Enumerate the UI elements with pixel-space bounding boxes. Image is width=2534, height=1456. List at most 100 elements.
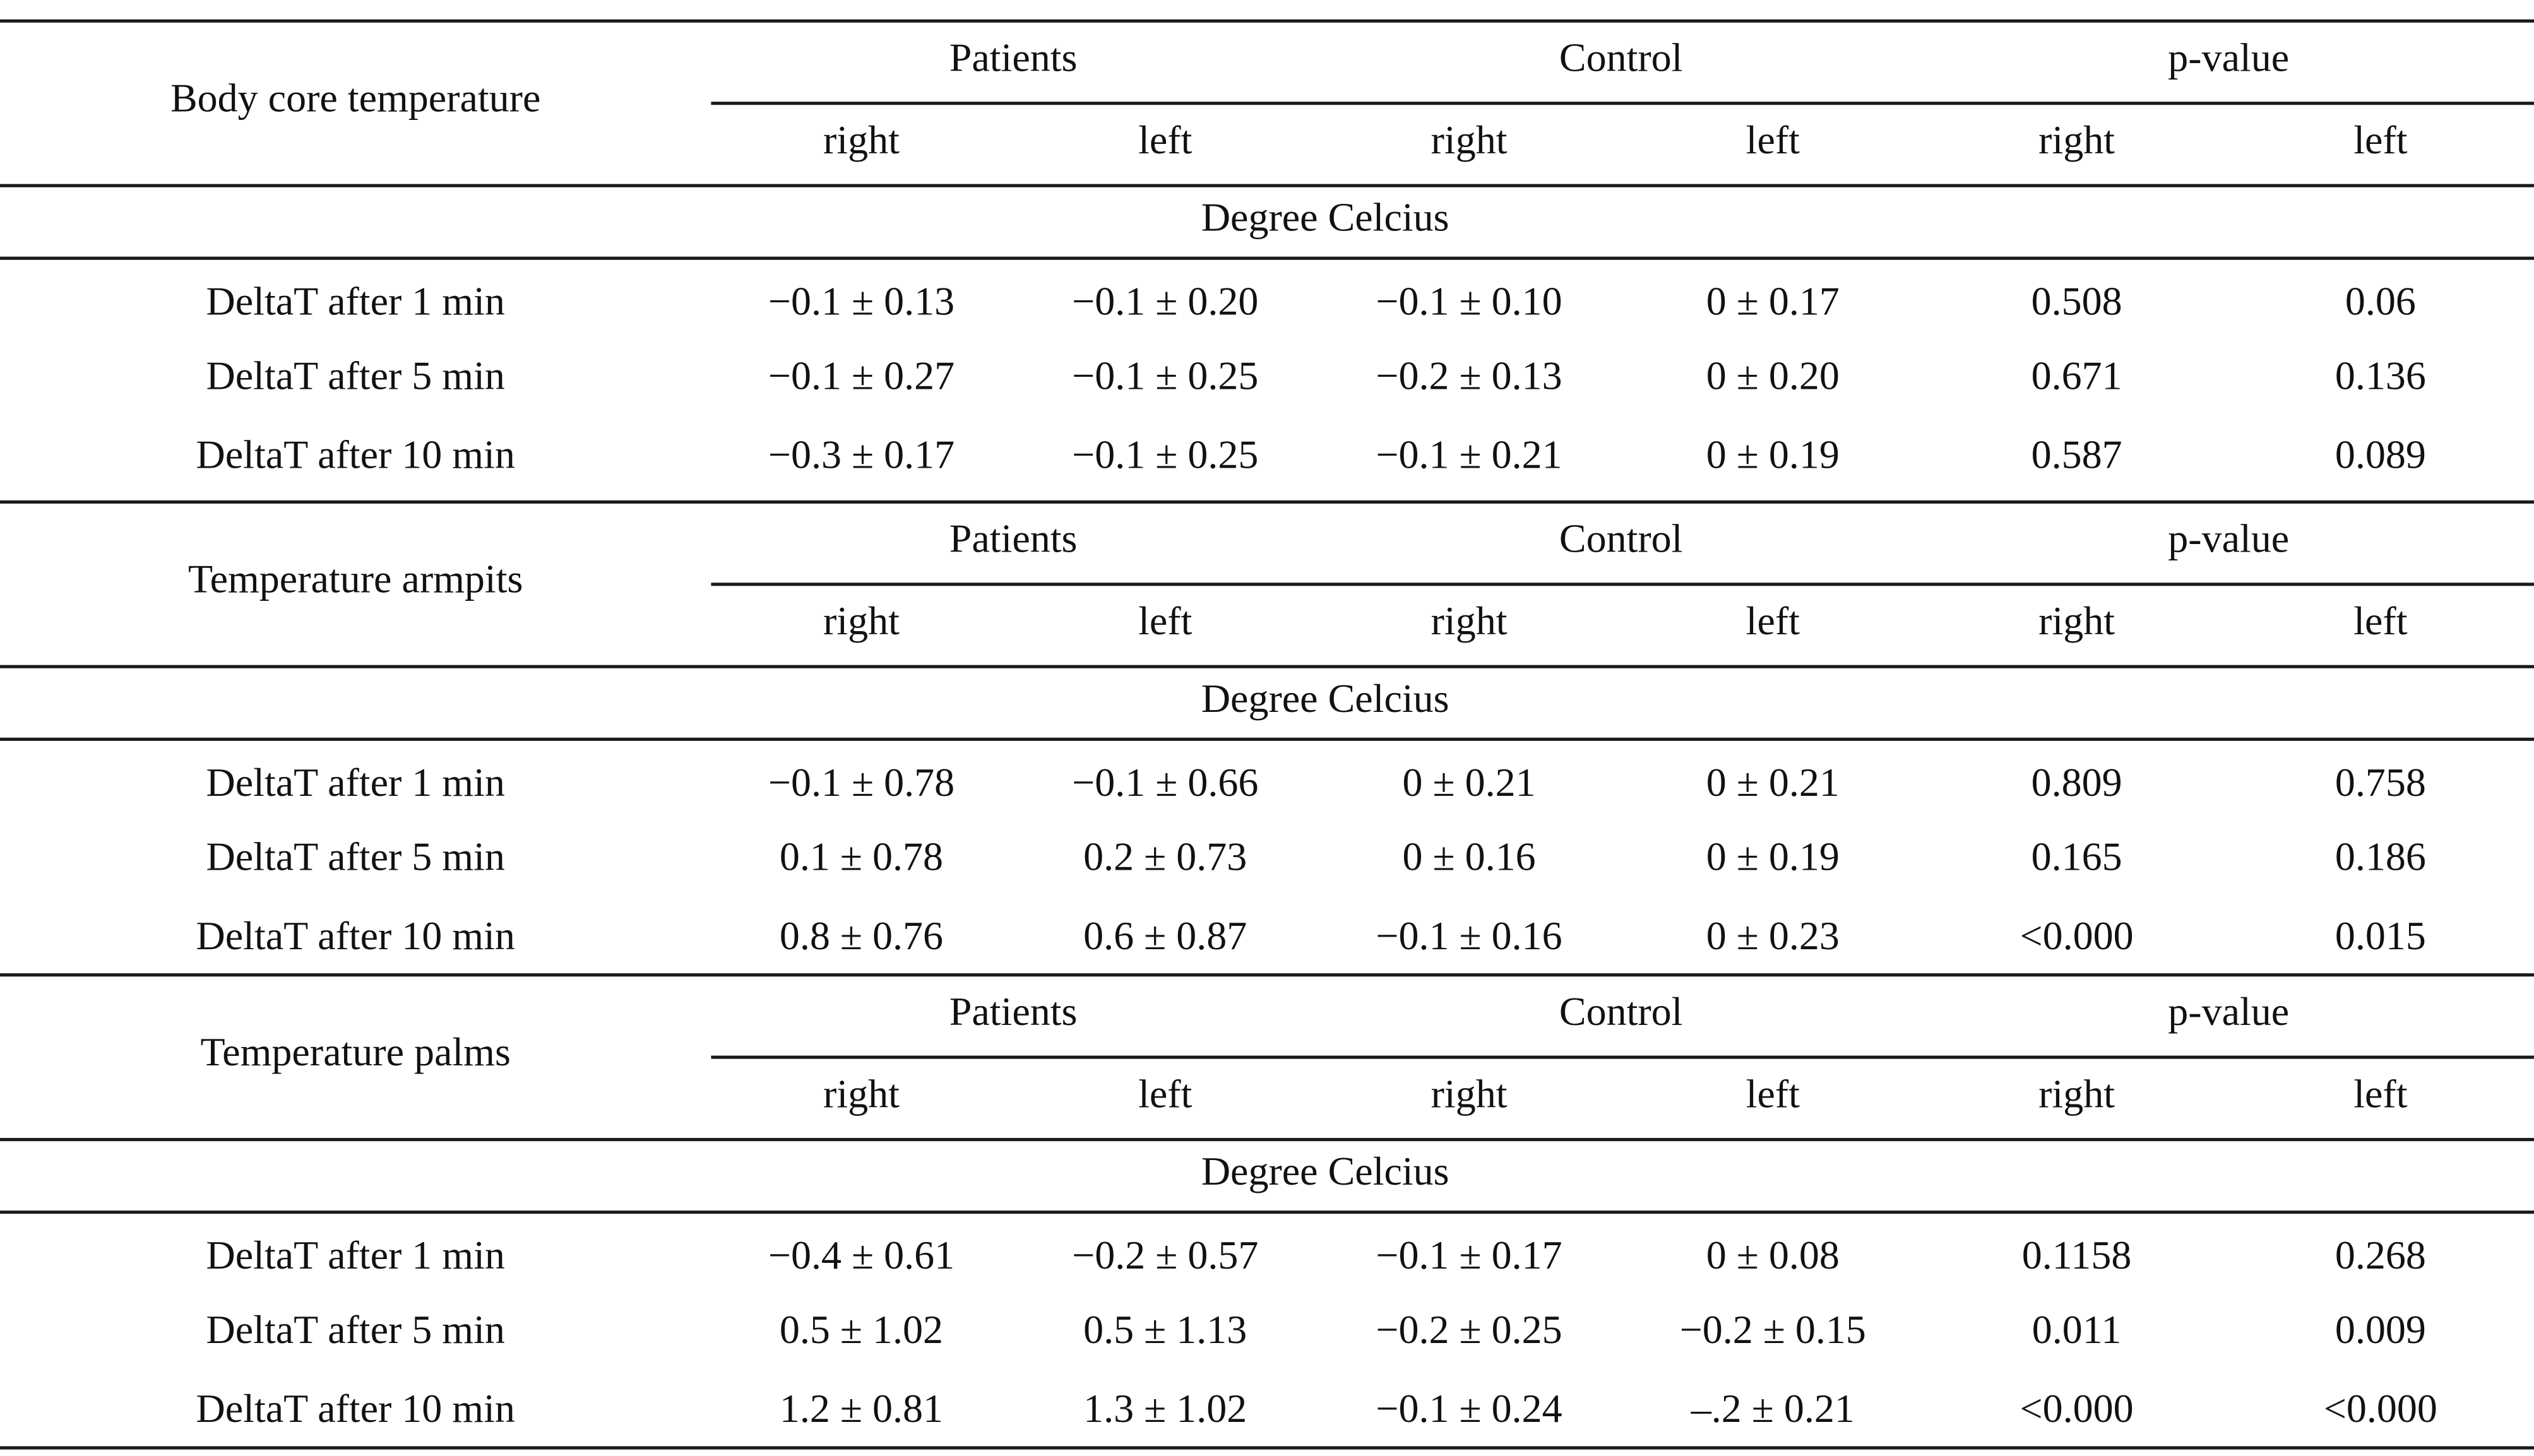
row-label: DeltaT after 10 min xyxy=(196,915,515,959)
column-group-header-control: Control xyxy=(1559,37,1683,81)
table-cell-control-right: 0 ± 0.16 xyxy=(1402,836,1536,880)
table-bottom-rule xyxy=(0,1446,2534,1450)
table-cell-patients-right: 0.1 ± 0.78 xyxy=(779,836,944,880)
row-label: DeltaT after 10 min xyxy=(196,434,515,478)
table-cell-patients-left: 0.2 ± 0.73 xyxy=(1083,836,1247,880)
column-subheader-control-left: left xyxy=(1746,1073,1800,1117)
table-cell-patients-right: −0.4 ± 0.61 xyxy=(768,1234,955,1279)
table-cell-p-value-left: 0.268 xyxy=(2335,1234,2426,1279)
table-cell-control-right: −0.2 ± 0.13 xyxy=(1376,355,1562,399)
table-cell-p-value-right: <0.000 xyxy=(2019,1388,2134,1432)
header-bottom-rule xyxy=(0,184,2534,187)
table-cell-p-value-right: 0.508 xyxy=(2031,281,2122,325)
header-bottom-rule xyxy=(0,665,2534,668)
row-label: DeltaT after 1 min xyxy=(206,281,505,325)
table-cell-p-value-right: 0.809 xyxy=(2031,762,2122,806)
column-subheader-control-right: right xyxy=(1431,1073,1508,1117)
row-label: DeltaT after 5 min xyxy=(206,355,505,399)
table-cell-p-value-left: <0.000 xyxy=(2323,1388,2437,1432)
table-cell-p-value-left: 0.015 xyxy=(2335,915,2426,959)
table-cell-p-value-right: <0.000 xyxy=(2019,915,2134,959)
unit-label: Degree Celcius xyxy=(1201,197,1449,241)
section-title: Body core temperature xyxy=(170,77,541,121)
table-cell-patients-left: −0.1 ± 0.25 xyxy=(1072,355,1259,399)
unit-bottom-rule xyxy=(0,737,2534,741)
column-subheader-control-left: left xyxy=(1746,119,1800,163)
table-cell-p-value-left: 0.009 xyxy=(2335,1309,2426,1353)
table-cell-p-value-right: 0.011 xyxy=(2031,1309,2122,1353)
table-cell-p-value-left: 0.089 xyxy=(2335,434,2426,478)
column-subheader-control-left: left xyxy=(1746,600,1800,644)
table-cell-patients-left: 0.5 ± 1.13 xyxy=(1083,1309,1247,1353)
table-cell-control-right: −0.1 ± 0.21 xyxy=(1376,434,1562,478)
column-group-header-p-value: p-value xyxy=(2168,518,2290,562)
column-subheader-p-value-left: left xyxy=(2353,600,2408,644)
column-subheader-p-value-right: right xyxy=(2038,600,2115,644)
row-label: DeltaT after 1 min xyxy=(206,762,505,806)
table-cell-control-left: 0 ± 0.19 xyxy=(1706,434,1840,478)
column-group-header-p-value: p-value xyxy=(2168,37,2290,81)
group-underline-rule xyxy=(711,1055,2534,1059)
table-cell-p-value-right: 0.587 xyxy=(2031,434,2122,478)
table-cell-patients-left: 0.6 ± 0.87 xyxy=(1083,915,1247,959)
table-cell-control-left: –.2 ± 0.21 xyxy=(1691,1388,1855,1432)
table-cell-p-value-right: 0.1158 xyxy=(2021,1234,2132,1279)
row-label: DeltaT after 1 min xyxy=(206,1234,505,1279)
row-label: DeltaT after 5 min xyxy=(206,1309,505,1353)
column-group-header-control: Control xyxy=(1559,518,1683,562)
table-cell-patients-left: 1.3 ± 1.02 xyxy=(1083,1388,1247,1432)
column-group-header-control: Control xyxy=(1559,991,1683,1035)
table-cell-control-right: −0.1 ± 0.16 xyxy=(1376,915,1562,959)
column-subheader-patients-left: left xyxy=(1138,1073,1193,1117)
column-subheader-patients-right: right xyxy=(823,600,900,644)
table-cell-patients-right: 1.2 ± 0.81 xyxy=(779,1388,944,1432)
table-cell-control-left: 0 ± 0.19 xyxy=(1706,836,1840,880)
table-cell-control-left: 0 ± 0.21 xyxy=(1706,762,1840,806)
table-cell-control-right: 0 ± 0.21 xyxy=(1402,762,1536,806)
table-cell-control-left: 0 ± 0.23 xyxy=(1706,915,1840,959)
column-group-header-patients: Patients xyxy=(949,37,1078,81)
header-bottom-rule xyxy=(0,1138,2534,1142)
column-subheader-p-value-left: left xyxy=(2353,1073,2408,1117)
table-cell-patients-left: −0.1 ± 0.66 xyxy=(1072,762,1259,806)
unit-label: Degree Celcius xyxy=(1201,1151,1449,1195)
table-cell-control-left: 0 ± 0.08 xyxy=(1706,1234,1840,1279)
row-label: DeltaT after 10 min xyxy=(196,1388,515,1432)
table-cell-p-value-left: 0.758 xyxy=(2335,762,2426,806)
column-subheader-control-right: right xyxy=(1431,600,1508,644)
table-cell-patients-right: −0.1 ± 0.27 xyxy=(768,355,955,399)
table-cell-control-left: −0.2 ± 0.15 xyxy=(1679,1309,1866,1353)
column-subheader-p-value-left: left xyxy=(2353,119,2408,163)
table-cell-patients-right: −0.1 ± 0.78 xyxy=(768,762,955,806)
table-cell-patients-left: −0.2 ± 0.57 xyxy=(1072,1234,1259,1279)
column-subheader-patients-right: right xyxy=(823,119,900,163)
column-subheader-control-right: right xyxy=(1431,119,1508,163)
section-title: Temperature palms xyxy=(200,1031,511,1075)
table-cell-patients-right: −0.3 ± 0.17 xyxy=(768,434,955,478)
section-top-rule xyxy=(0,500,2534,504)
table-cell-p-value-left: 0.186 xyxy=(2335,836,2426,880)
table-cell-control-left: 0 ± 0.17 xyxy=(1706,281,1840,325)
table-cell-p-value-left: 0.136 xyxy=(2335,355,2426,399)
column-group-header-p-value: p-value xyxy=(2168,991,2290,1035)
table-cell-patients-right: −0.1 ± 0.13 xyxy=(768,281,955,325)
column-subheader-patients-left: left xyxy=(1138,600,1193,644)
row-label: DeltaT after 5 min xyxy=(206,836,505,880)
column-group-header-patients: Patients xyxy=(949,991,1078,1035)
table-cell-control-right: −0.1 ± 0.24 xyxy=(1376,1388,1562,1432)
unit-label: Degree Celcius xyxy=(1201,678,1449,722)
column-subheader-p-value-right: right xyxy=(2038,1073,2115,1117)
section-top-rule xyxy=(0,973,2534,977)
column-subheader-patients-right: right xyxy=(823,1073,900,1117)
table-cell-p-value-right: 0.671 xyxy=(2031,355,2122,399)
table-cell-p-value-right: 0.165 xyxy=(2031,836,2122,880)
table-cell-patients-right: 0.5 ± 1.02 xyxy=(779,1309,944,1353)
column-subheader-p-value-right: right xyxy=(2038,119,2115,163)
table-cell-patients-left: −0.1 ± 0.25 xyxy=(1072,434,1259,478)
column-subheader-patients-left: left xyxy=(1138,119,1193,163)
table-cell-control-right: −0.1 ± 0.17 xyxy=(1376,1234,1562,1279)
column-group-header-patients: Patients xyxy=(949,518,1078,562)
group-underline-rule xyxy=(711,583,2534,586)
unit-bottom-rule xyxy=(0,1210,2534,1214)
